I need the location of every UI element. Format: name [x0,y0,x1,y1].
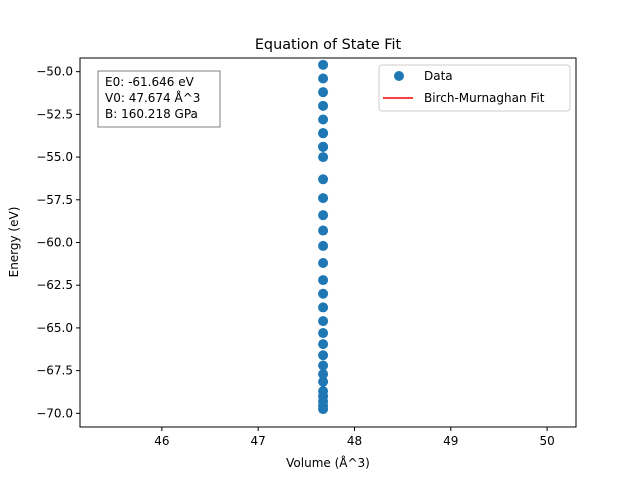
legend: Data Birch-Murnaghan Fit [378,64,571,112]
data-point [318,360,329,371]
x-tick-label: 49 [443,434,458,448]
fit-parameters-box: E0: -61.646 eV V0: 47.674 Å^3 B: 160.218… [97,70,221,128]
data-point [318,141,329,152]
y-tick-label: −65.0 [36,321,73,335]
y-tick-label: −52.5 [36,107,73,121]
data-point [318,87,329,98]
data-point [318,59,329,70]
legend-frame [378,64,571,112]
data-point [318,225,329,236]
y-tick-label: −60.0 [36,236,73,250]
data-point [318,128,329,139]
data-point [318,258,329,268]
y-tick-label: −62.5 [36,278,73,292]
legend-marker-data [394,71,404,81]
y-tick-label: −55.0 [36,150,73,164]
data-point [318,240,329,251]
data-point [318,350,329,361]
y-tick-label: −67.5 [36,364,73,378]
axes: 46 47 48 49 50 −70.0 −67.5 −65.0 −62.5 −60.0 −57.5… [36,57,577,448]
data-point [318,386,329,397]
x-tick-label: 47 [251,434,266,448]
data-point [318,100,329,111]
data-point [318,152,329,163]
data-point [318,174,329,185]
chart-title: Equation of State Fit [255,37,402,53]
fit-parameter-e0: E0: -61.646 eV [105,75,195,89]
data-point [318,275,329,286]
data-point [318,316,329,327]
data-point [318,339,329,350]
fit-parameter-b: B: 160.218 GPa [105,107,198,121]
legend-label-data: Data [424,69,453,83]
data-point [318,73,329,84]
y-tick-label: −57.5 [36,193,73,207]
data-point [318,302,329,313]
data-point [318,288,329,299]
data-point [318,369,329,380]
y-tick-label: −50.0 [36,65,73,79]
legend-label-fit: Birch-Murnaghan Fit [424,91,545,105]
data-point [318,210,329,221]
x-tick-label: 46 [154,434,169,448]
plot-area [318,59,329,415]
x-tick-label: 50 [539,434,554,448]
fit-parameter-v0: V0: 47.674 Å^3 [105,90,200,105]
data-point [318,376,329,387]
y-tick-label: −70.0 [36,406,73,420]
data-point [318,193,329,204]
x-axis-label: Volume (Å^3) [286,455,370,470]
data-point [318,328,329,339]
data-point [318,114,329,125]
y-axis-label: Energy (eV) [7,207,21,278]
x-tick-label: 48 [347,434,362,448]
fit-parameters-frame [97,70,221,128]
